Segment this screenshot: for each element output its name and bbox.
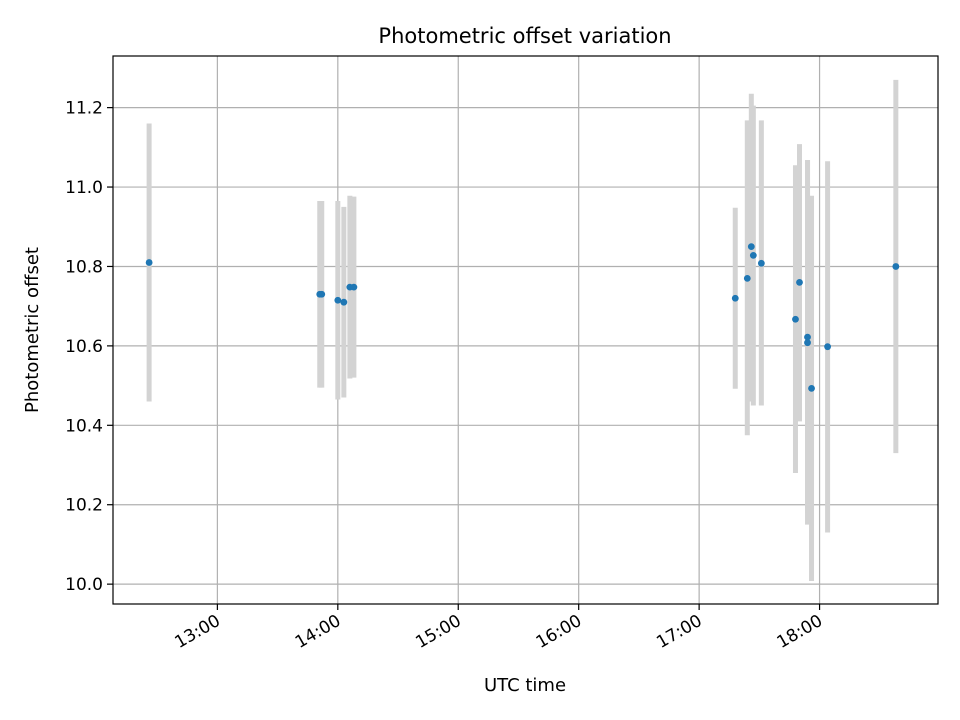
- data-point: [824, 343, 831, 351]
- data-point: [145, 259, 153, 266]
- plot-frame: [112, 55, 939, 605]
- y-tick-label: 10.6: [65, 337, 103, 357]
- y-tick-label: 10.8: [65, 257, 103, 277]
- y-axis: 10.0 10.2 10.4 10.6 10.8 11.0 11.2: [65, 99, 113, 595]
- data-point: [749, 251, 757, 259]
- data-point: [804, 339, 811, 347]
- y-tick-label: 10.4: [65, 416, 103, 436]
- data-point: [892, 263, 900, 270]
- data-point: [757, 259, 765, 267]
- data-point: [350, 283, 358, 291]
- data-point: [743, 274, 751, 282]
- data-point: [808, 384, 815, 392]
- y-tick-label: 10.2: [65, 496, 103, 516]
- data-point: [747, 243, 755, 251]
- y-tick-label: 11.2: [65, 99, 103, 119]
- data-point: [792, 315, 799, 323]
- x-axis-label: UTC time: [484, 675, 566, 696]
- y-axis-label: Photometric offset: [22, 247, 43, 413]
- data-point: [334, 296, 342, 304]
- data-point: [731, 294, 739, 302]
- data-point: [804, 333, 811, 341]
- data-point: [796, 278, 803, 286]
- data-point: [318, 290, 326, 298]
- chart-title: Photometric offset variation: [378, 24, 671, 48]
- y-tick-label: 10.0: [65, 575, 103, 595]
- y-tick-label: 11.0: [65, 178, 103, 198]
- data-point: [340, 298, 348, 306]
- data-points: [145, 243, 900, 392]
